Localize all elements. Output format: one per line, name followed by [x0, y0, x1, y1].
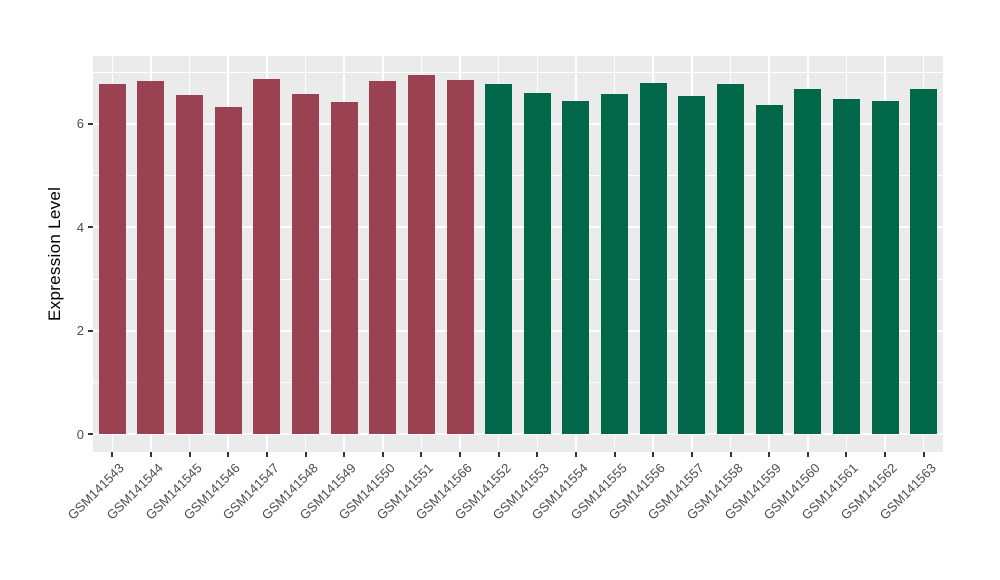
bar	[562, 100, 590, 434]
x-tick-mark	[574, 452, 577, 457]
y-tick-mark	[88, 433, 93, 435]
x-tick-mark	[227, 452, 230, 457]
gridline-minor-horizontal	[93, 71, 943, 73]
y-tick-label: 4	[76, 219, 84, 235]
x-tick-mark	[381, 452, 384, 457]
x-tick-mark	[459, 452, 462, 457]
gridline-minor-horizontal	[93, 278, 943, 280]
bar	[98, 84, 126, 434]
x-tick-mark	[265, 452, 268, 457]
bar	[794, 89, 822, 434]
x-tick-mark	[420, 452, 423, 457]
bar	[176, 94, 204, 434]
x-tick-mark	[304, 452, 307, 457]
y-tick-label: 0	[76, 426, 84, 442]
x-tick-mark	[536, 452, 539, 457]
x-tick-mark	[343, 452, 346, 457]
bar	[330, 101, 358, 434]
x-tick-mark	[806, 452, 809, 457]
x-tick-mark	[613, 452, 616, 457]
bar	[523, 92, 551, 434]
bar	[910, 88, 938, 434]
bar	[253, 79, 281, 434]
bar	[292, 93, 319, 434]
y-tick-mark	[88, 226, 93, 228]
gridline-major-horizontal	[93, 226, 943, 228]
bar	[407, 74, 435, 434]
plot-panel	[93, 56, 943, 452]
x-tick-mark	[149, 452, 152, 457]
x-tick-mark	[497, 452, 500, 457]
bar	[639, 83, 667, 434]
x-tick-mark	[652, 452, 655, 457]
bar	[832, 99, 860, 434]
y-tick-label: 2	[76, 323, 84, 338]
bar	[755, 104, 783, 434]
bar	[678, 96, 706, 434]
x-tick-mark	[884, 452, 887, 457]
x-tick-mark	[690, 452, 693, 457]
bar	[871, 100, 899, 434]
bar	[137, 80, 165, 434]
gridline-major-horizontal	[93, 329, 943, 332]
gridline-minor-horizontal	[93, 175, 943, 177]
y-axis-title: Expression Level	[45, 186, 64, 322]
x-tick-mark	[768, 452, 771, 457]
x-tick-mark	[922, 452, 925, 457]
y-tick-mark	[88, 122, 93, 125]
bar	[214, 106, 242, 434]
gridline-minor-horizontal	[93, 382, 943, 384]
y-tick-mark	[88, 329, 93, 332]
x-tick-mark	[188, 452, 191, 457]
bar	[369, 81, 397, 434]
bar	[485, 84, 513, 434]
y-tick-label: 6	[76, 116, 84, 131]
gridline-major-horizontal	[93, 122, 943, 125]
bar	[717, 84, 744, 434]
bar	[446, 80, 474, 434]
x-tick-mark	[845, 452, 848, 457]
bar	[601, 94, 629, 434]
x-tick-mark	[111, 452, 114, 457]
gridline-major-horizontal	[93, 433, 943, 435]
x-tick-mark	[729, 452, 732, 457]
